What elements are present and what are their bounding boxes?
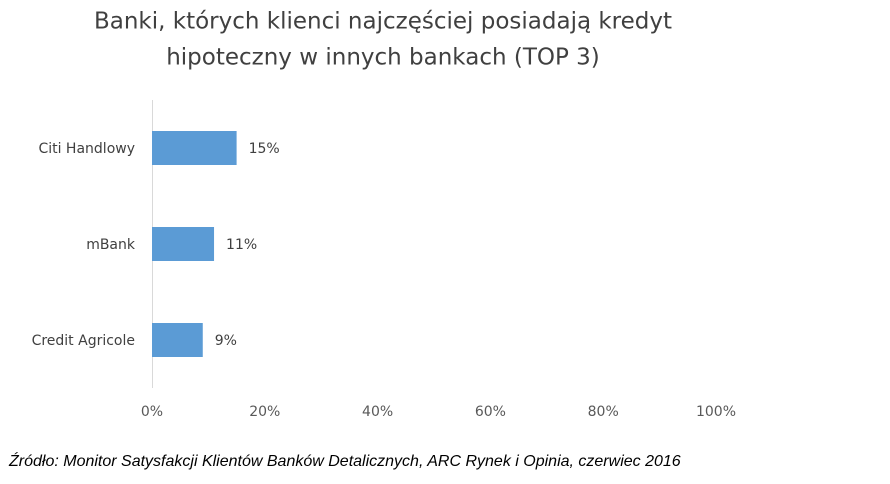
value-label: 11% [226, 237, 257, 253]
chart-title: Banki, których klienci najczęściej posia… [94, 9, 672, 35]
y-tick-label: Citi Handlowy [38, 141, 135, 157]
x-tick-label: 20% [249, 404, 280, 420]
x-tick-label: 0% [141, 404, 163, 420]
value-label: 15% [249, 141, 280, 157]
bar [152, 323, 203, 357]
x-tick-label: 40% [362, 404, 393, 420]
x-tick-label: 80% [588, 404, 619, 420]
x-tick-label: 100% [696, 404, 736, 420]
x-tick-label: 60% [475, 404, 506, 420]
bar [152, 131, 237, 165]
bar [152, 227, 215, 261]
source-note: Źródło: Monitor Satysfakcji Klientów Ban… [8, 451, 681, 470]
chart-title: hipoteczny w innych bankach (TOP 3) [166, 45, 600, 71]
value-label: 9% [215, 333, 237, 349]
y-tick-label: Credit Agricole [32, 333, 135, 349]
y-tick-label: mBank [86, 237, 136, 253]
